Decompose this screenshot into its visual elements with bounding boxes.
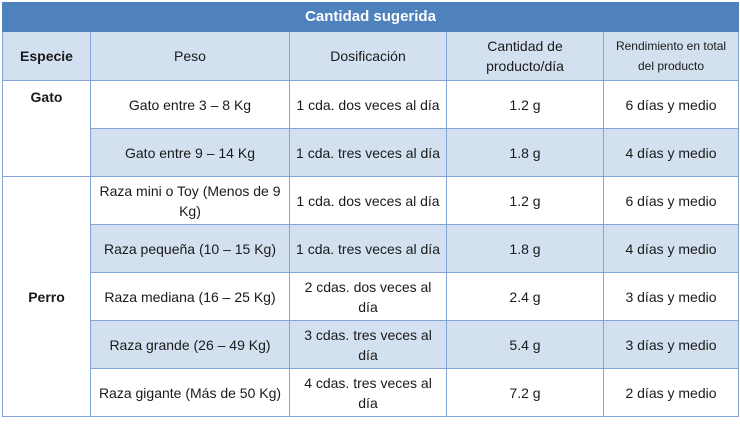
header-dosificacion: Dosificación bbox=[289, 31, 447, 81]
cell-peso: Raza mini o Toy (Menos de 9 Kg) bbox=[90, 176, 290, 225]
header-peso: Peso bbox=[90, 31, 290, 81]
cell-rendimiento: 4 días y medio bbox=[602, 128, 740, 177]
cell-dosificacion: 1 cda. dos veces al día bbox=[289, 80, 447, 129]
cell-rendimiento: 6 días y medio bbox=[602, 80, 740, 129]
cell-peso: Gato entre 9 – 14 Kg bbox=[90, 128, 290, 177]
table-row: Raza mediana (16 – 25 Kg) 2 cdas. dos ve… bbox=[3, 272, 740, 321]
cell-dosificacion: 4 cdas. tres veces al día bbox=[289, 368, 447, 417]
cell-peso: Raza mediana (16 – 25 Kg) bbox=[90, 272, 290, 321]
cell-peso: Gato entre 3 – 8 Kg bbox=[90, 80, 290, 129]
cell-peso: Raza grande (26 – 49 Kg) bbox=[90, 320, 290, 369]
cell-peso: Raza pequeña (10 – 15 Kg) bbox=[90, 224, 290, 273]
table-row: Raza pequeña (10 – 15 Kg) 1 cda. tres ve… bbox=[3, 224, 740, 273]
cell-cantidad: 1.8 g bbox=[446, 128, 604, 177]
cell-dosificacion: 3 cdas. tres veces al día bbox=[289, 320, 447, 369]
cell-cantidad: 1.2 g bbox=[446, 80, 604, 129]
cell-peso: Raza gigante (Más de 50 Kg) bbox=[90, 368, 290, 417]
dosage-table: Cantidad sugerida Especie Peso Dosificac… bbox=[1, 2, 740, 417]
cell-dosificacion: 2 cdas. dos veces al día bbox=[289, 272, 447, 321]
cell-rendimiento: 6 días y medio bbox=[602, 176, 740, 225]
cell-dosificacion: 1 cda. dos veces al día bbox=[289, 176, 447, 225]
header-especie: Especie bbox=[2, 31, 91, 81]
table-title: Cantidad sugerida bbox=[1, 2, 740, 32]
cell-dosificacion: 1 cda. tres veces al día bbox=[289, 224, 447, 273]
cell-cantidad: 1.8 g bbox=[446, 224, 604, 273]
cell-rendimiento: 4 días y medio bbox=[602, 224, 740, 273]
header-rendimiento: Rendimiento en total del producto bbox=[602, 31, 740, 81]
table-row: Gato Gato entre 3 – 8 Kg 1 cda. dos vece… bbox=[2, 80, 740, 177]
table-row: Raza gigante (Más de 50 Kg) 4 cdas. tres… bbox=[3, 368, 740, 417]
cell-cantidad: 1.2 g bbox=[446, 176, 604, 225]
cell-rendimiento: 3 días y medio bbox=[602, 320, 740, 369]
cell-cantidad: 7.2 g bbox=[446, 368, 604, 417]
cell-cantidad: 5.4 g bbox=[446, 320, 604, 369]
cell-dosificacion: 1 cda. tres veces al día bbox=[289, 128, 447, 177]
table-row: Perro Raza mini o Toy (Menos de 9 Kg) 1 … bbox=[2, 176, 740, 417]
header-cantidad: Cantidad de producto/día bbox=[446, 31, 604, 81]
species-perro: Perro bbox=[2, 176, 91, 417]
cell-cantidad: 2.4 g bbox=[446, 272, 604, 321]
cell-rendimiento: 2 días y medio bbox=[602, 368, 740, 417]
table-row: Raza grande (26 – 49 Kg) 3 cdas. tres ve… bbox=[3, 320, 740, 369]
species-gato: Gato bbox=[2, 80, 91, 177]
table-row: Gato entre 9 – 14 Kg 1 cda. tres veces a… bbox=[3, 128, 740, 177]
cell-rendimiento: 3 días y medio bbox=[602, 272, 740, 321]
